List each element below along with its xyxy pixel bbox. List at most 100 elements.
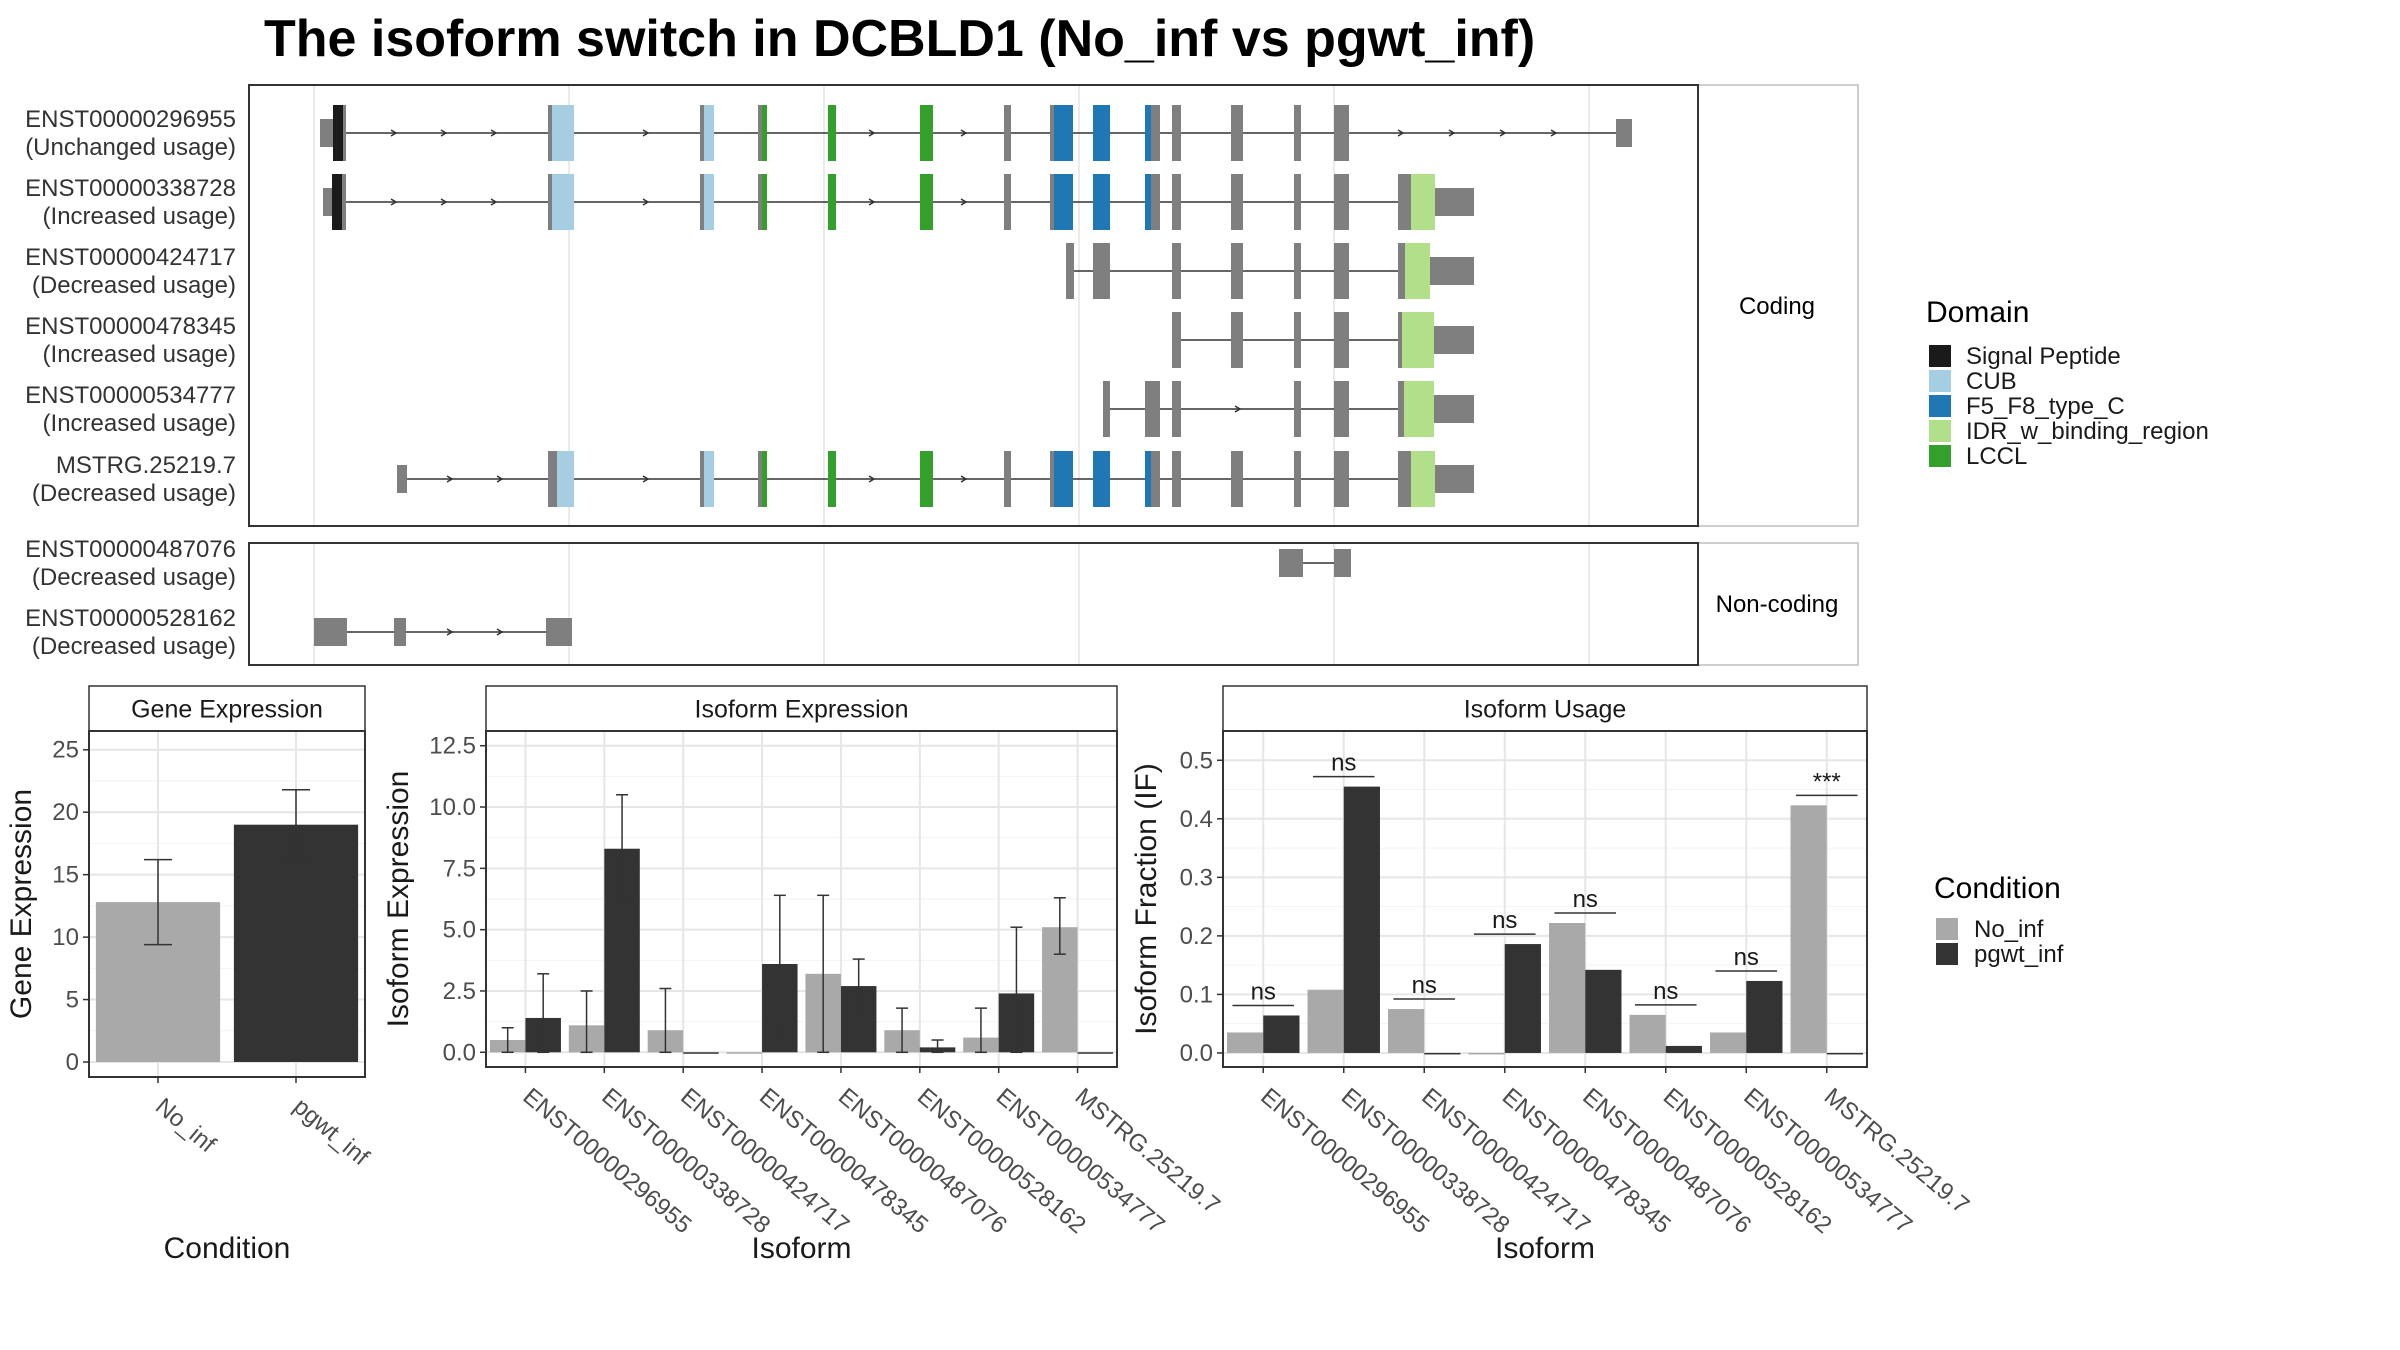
strand-arrow (496, 628, 504, 636)
exon-block (1231, 174, 1243, 230)
significance-label: ns (1412, 972, 1437, 999)
exon-block (332, 174, 342, 230)
condition-legend-swatch (1936, 918, 1958, 940)
bar-No_inf (1388, 1009, 1425, 1053)
exon-block (1334, 312, 1349, 368)
strand-arrow (960, 475, 968, 483)
exon-block (700, 105, 704, 161)
y-axis-title: Isoform Fraction (IF) (1130, 763, 1163, 1035)
bar-pgwt_inf (233, 824, 359, 1063)
exon-block (546, 618, 572, 646)
facet-strip (485, 685, 1118, 732)
strand-arrow (1550, 129, 1558, 137)
y-tick-label: 0.5 (1180, 747, 1213, 774)
exon-block (700, 451, 704, 507)
exon-block (1411, 451, 1435, 507)
exon-block (704, 174, 714, 230)
x-axis-title: Condition (164, 1232, 291, 1265)
isoform-usage-label: (Increased usage) (43, 203, 236, 230)
structure-panel-border (248, 542, 1699, 666)
y-tick-label: 0.2 (1180, 923, 1213, 950)
isoform-usage-chart: Isoform Usage0.00.10.20.30.40.5nsENST000… (1130, 685, 1974, 1265)
strand-arrow (1499, 129, 1507, 137)
exon-block (1145, 174, 1151, 230)
strand-arrow (390, 129, 398, 137)
exon-block (1294, 105, 1301, 161)
exon-block (323, 188, 332, 216)
isoform-id-label: ENST00000528162 (25, 605, 236, 632)
exon-block (548, 451, 557, 507)
bar-No_inf (1468, 1052, 1505, 1055)
exon-block (552, 105, 574, 161)
coding-strip-label: Coding (1739, 293, 1815, 320)
strand-arrow (490, 129, 498, 137)
strand-arrow (1234, 405, 1242, 413)
bar-No_inf (1710, 1032, 1747, 1053)
exon-block (1050, 451, 1054, 507)
y-tick-label: 0.1 (1180, 981, 1213, 1008)
facet-strip (1222, 685, 1868, 732)
exon-block (1172, 451, 1181, 507)
coding-structure-panel (248, 84, 1859, 527)
bar-pgwt_inf (1746, 980, 1783, 1053)
exon-block (1411, 174, 1435, 230)
structure-panel-bg (249, 543, 1698, 665)
strand-arrow (642, 475, 650, 483)
condition-legend-label: pgwt_inf (1974, 941, 2064, 968)
exon-block (557, 451, 574, 507)
exon-block (1294, 174, 1301, 230)
exon-block (828, 105, 836, 161)
isoform-usage-label: (Increased usage) (43, 341, 236, 368)
bar-pgwt_inf (683, 1052, 719, 1054)
exon-block (1616, 119, 1632, 147)
exon-block (762, 174, 767, 230)
y-tick-label: 0.0 (443, 1039, 476, 1066)
bar-No_inf (1307, 989, 1344, 1053)
exon-block (397, 465, 407, 493)
exon-block (1435, 188, 1474, 216)
y-axis-title: Isoform Expression (382, 771, 415, 1028)
strand-arrow (868, 475, 876, 483)
y-tick-label: 10.0 (429, 794, 476, 821)
isoform-id-label: ENST00000338728 (25, 175, 236, 202)
facet-strip (88, 685, 366, 732)
exon-block (1435, 465, 1474, 493)
exon-block (342, 174, 346, 230)
exon-block (1294, 381, 1301, 437)
exon-block (704, 451, 714, 507)
y-tick-label: 25 (52, 737, 79, 764)
domain-legend-swatch (1929, 345, 1951, 367)
noncoding-strip-label: Non-coding (1716, 591, 1839, 618)
exon-block (1172, 174, 1181, 230)
y-tick-label: 15 (52, 862, 79, 889)
strand-arrow (960, 129, 968, 137)
significance-label: ns (1251, 978, 1276, 1005)
bar-pgwt_inf (1077, 1052, 1114, 1054)
strand-arrow (642, 129, 650, 137)
domain-legend-label: CUB (1966, 368, 2017, 395)
exon-block (1404, 381, 1434, 437)
noncoding-structure-panel (248, 542, 1859, 666)
isoform-usage-label: (Decreased usage) (32, 272, 236, 299)
domain-legend-swatch (1929, 420, 1951, 442)
exon-block (1231, 243, 1241, 299)
exon-block (1093, 174, 1110, 230)
y-tick-label: 7.5 (443, 855, 476, 882)
exon-block (1398, 174, 1411, 230)
exon-block (1334, 105, 1349, 161)
exon-block (1398, 451, 1411, 507)
significance-label: *** (1813, 768, 1841, 795)
structure-strip (1697, 84, 1859, 527)
exon-block (1054, 451, 1073, 507)
condition-legend-title: Condition (1934, 872, 2061, 905)
exon-block (762, 105, 767, 161)
x-tick-label: No_inf (150, 1093, 221, 1158)
exon-block (1334, 451, 1349, 507)
exon-block (1054, 105, 1073, 161)
exon-block (1294, 451, 1301, 507)
exon-block (1103, 381, 1110, 437)
exon-block (1004, 105, 1011, 161)
domain-legend-swatch (1929, 395, 1951, 417)
exon-block (758, 174, 762, 230)
bar-pgwt_inf (1585, 969, 1622, 1053)
